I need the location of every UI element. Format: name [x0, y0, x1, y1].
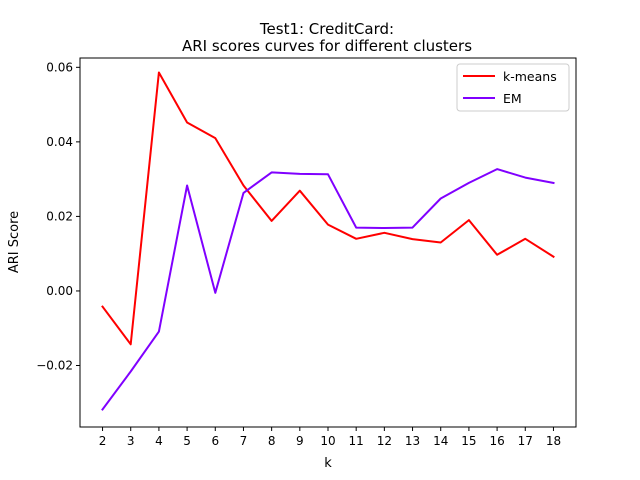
- series-line-k-means: [101, 71, 555, 346]
- x-tick-label: 4: [155, 434, 163, 448]
- x-tick-label: 14: [433, 434, 448, 448]
- x-axis-label: k: [324, 456, 332, 471]
- chart-title-line-1: Test1: CreditCard:: [259, 20, 394, 38]
- x-tick-label: 18: [546, 434, 561, 448]
- x-tick-label: 10: [320, 434, 335, 448]
- chart-title-line-2: ARI scores curves for different clusters: [182, 37, 472, 55]
- y-tick-label: −0.02: [36, 359, 73, 373]
- legend-label-em: EM: [503, 91, 522, 106]
- x-axis-ticks: 2 3 4 5 6 7 8 9 10 11 12 13 14 15 16 17 18: [99, 427, 561, 448]
- legend: k-means EM: [456, 63, 570, 112]
- x-tick-label: 11: [349, 434, 364, 448]
- series-line-em: [101, 168, 555, 411]
- y-tick-label: 0.00: [46, 284, 73, 298]
- x-tick-label: 3: [127, 434, 135, 448]
- plot-area-frame: [79, 57, 577, 428]
- y-tick-label: 0.02: [46, 209, 73, 223]
- y-tick-label: 0.06: [46, 60, 73, 74]
- x-tick-label: 12: [377, 434, 392, 448]
- x-tick-label: 17: [518, 434, 533, 448]
- x-tick-label: 2: [99, 434, 107, 448]
- x-tick-label: 15: [461, 434, 476, 448]
- legend-label-k-means: k-means: [503, 69, 557, 84]
- y-axis-label: ARI Score: [7, 211, 22, 273]
- x-tick-label: 9: [296, 434, 304, 448]
- x-tick-label: 5: [183, 434, 191, 448]
- x-tick-label: 16: [489, 434, 504, 448]
- x-tick-label: 13: [405, 434, 420, 448]
- y-tick-label: 0.04: [46, 135, 73, 149]
- x-tick-label: 8: [268, 434, 276, 448]
- x-tick-label: 7: [240, 434, 248, 448]
- y-axis-ticks: −0.02 0.00 0.02 0.04 0.06: [36, 60, 80, 373]
- x-tick-label: 6: [211, 434, 219, 448]
- series-lines: [101, 71, 555, 411]
